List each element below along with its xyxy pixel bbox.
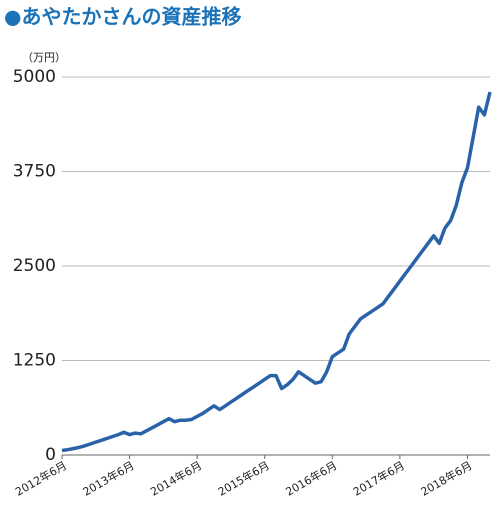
y-tick-label: 2500 xyxy=(13,256,56,276)
y-tick-label: 3750 xyxy=(13,162,56,182)
x-tick-label: 2017年6月 xyxy=(351,458,407,499)
y-unit: （万円） xyxy=(22,51,66,64)
x-tick-label: 2016年6月 xyxy=(283,458,339,499)
x-tick-label: 2012年6月 xyxy=(13,458,69,499)
x-tick-label: 2018年6月 xyxy=(418,458,474,499)
y-tick-label: 1250 xyxy=(13,351,56,371)
x-tick-label: 2013年6月 xyxy=(80,458,136,499)
line xyxy=(61,91,492,453)
x-tick-label: 2015年6月 xyxy=(215,458,271,499)
x-tick-label: 2014年6月 xyxy=(148,458,204,499)
y-tick-label: 0 xyxy=(45,445,56,465)
chart-title: ●あやたかさんの資産推移 xyxy=(4,5,241,29)
y-tick-label: 5000 xyxy=(13,67,56,87)
